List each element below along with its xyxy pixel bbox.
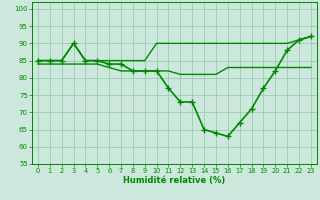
- X-axis label: Humidité relative (%): Humidité relative (%): [123, 176, 226, 185]
